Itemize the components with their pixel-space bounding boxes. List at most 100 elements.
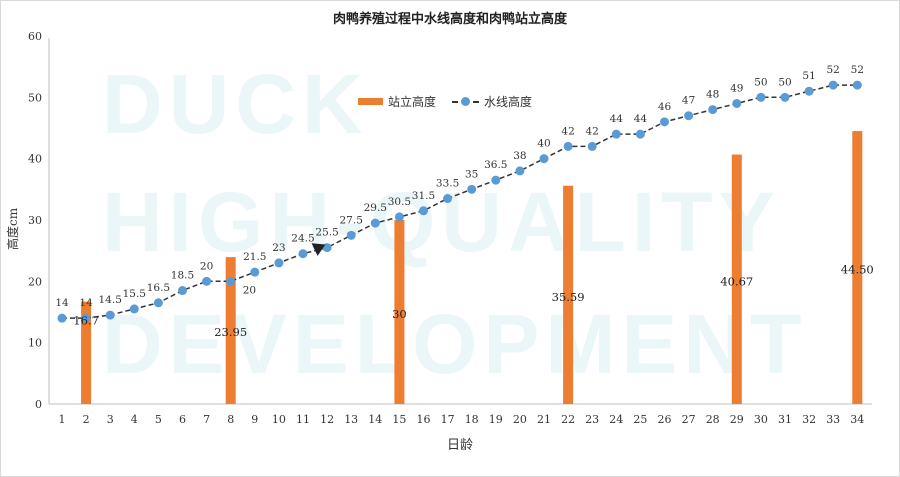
bar-standing-height <box>225 257 236 404</box>
line-data-label: 16.5 <box>147 282 170 294</box>
x-tick-label: 23 <box>585 413 599 426</box>
x-tick-label: 9 <box>251 413 258 426</box>
x-tick-label: 11 <box>296 413 310 426</box>
line-data-label: 33.5 <box>436 178 459 190</box>
legend-line-swatch <box>452 96 480 107</box>
line-point <box>780 92 790 102</box>
x-tick-label: 27 <box>682 413 696 426</box>
bar-standing-height <box>563 185 574 404</box>
line-data-label: 44 <box>634 113 648 125</box>
y-tick-label: 40 <box>28 153 42 166</box>
y-tick-label: 30 <box>28 214 42 227</box>
x-tick-label: 34 <box>850 413 864 426</box>
line-data-label: 20 <box>243 284 256 296</box>
y-tick-label: 20 <box>28 275 42 288</box>
line-data-label: 18.5 <box>171 270 194 282</box>
line-data-label: 31.5 <box>412 190 435 202</box>
x-tick-label: 16 <box>417 413 431 426</box>
bar-standing-height <box>394 220 405 404</box>
line-data-label: 27.5 <box>340 214 363 226</box>
x-tick-label: 25 <box>633 413 647 426</box>
line-data-label: 47 <box>682 95 695 107</box>
line-point <box>370 218 380 228</box>
line-point <box>852 80 862 90</box>
x-tick-label: 4 <box>131 413 138 426</box>
x-tick-label: 19 <box>489 413 503 426</box>
line-point <box>419 206 428 216</box>
legend-bar-swatch <box>358 98 383 105</box>
line-data-label: 42 <box>586 125 599 137</box>
x-axis-label: 日龄 <box>447 438 474 453</box>
x-tick-label: 7 <box>203 413 210 426</box>
line-point <box>467 184 477 194</box>
line-point <box>828 80 838 90</box>
line-point <box>322 243 332 253</box>
line-point <box>732 98 742 108</box>
line-data-label: 20 <box>200 260 213 272</box>
line-data-label: 46 <box>658 101 672 113</box>
bar-standing-height <box>852 131 863 405</box>
line-point <box>611 129 621 139</box>
bar-data-label: 30 <box>392 307 407 321</box>
line-point <box>563 141 573 151</box>
line-data-label: 36.5 <box>484 159 507 171</box>
line-data-label: 29.5 <box>364 202 387 214</box>
bar-standing-height <box>731 154 742 404</box>
line-point <box>298 249 308 259</box>
x-tick-label: 5 <box>155 413 162 426</box>
x-tick-label: 14 <box>368 413 382 426</box>
line-point <box>226 276 236 286</box>
y-tick-label: 60 <box>28 30 42 43</box>
x-tick-label: 17 <box>441 413 455 426</box>
bar-data-label: 44.50 <box>841 263 874 277</box>
legend-bar-label: 站立高度 <box>388 95 437 109</box>
line-point <box>443 194 453 204</box>
line-point <box>804 86 814 96</box>
bar-data-label: 23.95 <box>214 325 247 339</box>
x-tick-label: 18 <box>465 413 479 426</box>
legend-line-label: 水线高度 <box>484 95 533 109</box>
line-point <box>129 304 139 314</box>
line-data-label: 52 <box>851 64 864 76</box>
line-data-label: 50 <box>754 76 767 88</box>
x-tick-label: 21 <box>537 413 551 426</box>
y-tick-label: 50 <box>28 91 42 104</box>
x-tick-label: 32 <box>802 413 816 426</box>
line-point <box>587 141 597 151</box>
line-point <box>250 267 260 277</box>
line-point <box>491 175 501 185</box>
line-point <box>153 298 163 308</box>
x-tick-label: 31 <box>778 413 792 426</box>
line-data-label: 49 <box>730 82 743 94</box>
x-tick-label: 33 <box>826 413 840 426</box>
line-point <box>635 129 645 139</box>
line-data-label: 50 <box>778 76 791 88</box>
x-tick-label: 12 <box>320 413 334 426</box>
line-point <box>539 154 549 164</box>
line-data-label: 14 <box>79 297 93 309</box>
line-data-label: 21.5 <box>243 251 266 263</box>
watermark-line-1: DUCK <box>102 57 369 151</box>
line-data-label: 24.5 <box>291 233 314 245</box>
line-point <box>684 111 694 121</box>
line-point <box>660 117 669 127</box>
bar-data-label: 35.59 <box>552 290 585 304</box>
x-tick-label: 22 <box>561 413 575 426</box>
x-tick-label: 20 <box>513 413 527 426</box>
line-data-label: 25.5 <box>315 227 338 239</box>
line-point <box>274 258 284 268</box>
x-tick-label: 26 <box>658 413 672 426</box>
line-data-label: 15.5 <box>123 288 146 300</box>
watermark-line-3: DEVELOPMENT <box>102 297 808 391</box>
line-data-label: 14.5 <box>99 294 122 306</box>
x-tick-label: 2 <box>83 413 90 426</box>
line-data-label: 48 <box>706 89 719 101</box>
line-point <box>105 310 115 320</box>
x-tick-label: 6 <box>179 413 186 426</box>
watermark-line-2: HIGH-QUALITY <box>102 175 781 269</box>
line-data-label: 44 <box>610 113 624 125</box>
line-data-label: 52 <box>827 64 840 76</box>
line-point <box>202 276 212 286</box>
x-tick-label: 3 <box>107 413 114 426</box>
